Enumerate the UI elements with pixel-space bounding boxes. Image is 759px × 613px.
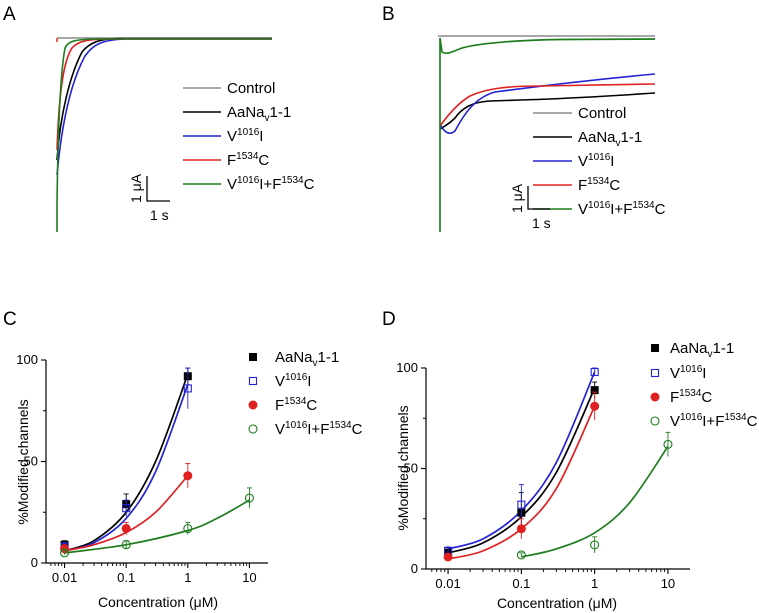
trace-b-f1534c xyxy=(439,83,656,127)
legend-d-wt-marker xyxy=(651,344,659,352)
legend-d-double: V1016I+F1534C xyxy=(670,412,758,430)
panel-c-xtick-label: 0.01 xyxy=(52,570,77,585)
trace-a-v1016i xyxy=(56,38,272,176)
panel-letter-b: B xyxy=(382,4,395,25)
trace-a-wt xyxy=(56,37,272,161)
panel-c-plot: 0 50 100 0.01 0.1 1 10 Concentration (μM) %Mod… xyxy=(15,352,268,610)
legend-c-double: V1016I+F1534C xyxy=(275,420,363,438)
legend-a-control: Control xyxy=(227,80,275,97)
panel-c-point-double xyxy=(60,548,70,558)
panel-d-xtick-label: 1 xyxy=(591,576,598,591)
panel-letter-c: C xyxy=(3,309,17,330)
panel-a-traces xyxy=(56,37,272,232)
legend-d-v1016i: V1016I xyxy=(670,364,706,382)
legend-c: AaNav1-1 V1016I F1534C V1016I+F1534C xyxy=(248,349,363,438)
panel-d-plot: 0 50 100 0.01 0.1 1 10 Concentration (μM) %Mod… xyxy=(395,360,690,611)
panel-d-ytick-label: 0 xyxy=(411,561,418,576)
panel-d-ytick-label: 100 xyxy=(396,360,418,375)
panel-d-xtick-label: 10 xyxy=(661,576,675,591)
panel-d-point-double xyxy=(516,550,526,560)
panel-c-ylabel: %Modified channels xyxy=(15,399,31,524)
legend-b-control: Control xyxy=(578,105,626,122)
scale-bar-a-lines xyxy=(146,176,170,202)
scale-bar-b-lines xyxy=(527,186,550,210)
scale-bar-a-current: 1 μA xyxy=(128,173,144,203)
panel-d-xtick-label: 0.01 xyxy=(435,576,460,591)
legend-c-v1016i-marker xyxy=(248,376,258,386)
legend-b-v1016i: V1016I xyxy=(578,152,614,170)
legend-a-wt: AaNav1-1 xyxy=(227,104,291,124)
panel-b-traces xyxy=(438,35,656,232)
legend-b-wt: AaNav1-1 xyxy=(578,129,642,149)
panel-d-xtick-label: 0.1 xyxy=(512,576,530,591)
panel-c-point-v1016i xyxy=(183,384,192,393)
panel-c-point-double xyxy=(121,540,131,550)
panel-d-point-double xyxy=(590,540,600,550)
panel-c-ytick-label: 50 xyxy=(24,454,38,469)
legend-d: AaNav1-1 V1016I F1534C V1016I+F1534C xyxy=(650,340,758,430)
panel-c-xlabel: Concentration (μM) xyxy=(98,594,218,610)
trace-a-double xyxy=(56,38,272,232)
panel-d-fits xyxy=(447,371,669,560)
panel-d-axes: 0 50 100 0.01 0.1 1 10 xyxy=(396,360,690,591)
panel-c-xtick-label: 1 xyxy=(184,570,191,585)
legend-b-f1534c: F1534C xyxy=(578,176,620,194)
legend-c-double-marker xyxy=(248,424,258,434)
panel-d-fit-double xyxy=(521,445,669,558)
panel-d-point-double xyxy=(663,439,673,449)
panel-c-point-v1016i xyxy=(122,504,131,513)
legend-d-double-marker xyxy=(650,416,660,426)
legend-c-f1534c: F1534C xyxy=(275,396,317,414)
panel-d-xlabel: Concentration (μM) xyxy=(497,595,617,611)
panel-c-fits xyxy=(64,373,250,554)
panel-c-point-double xyxy=(244,493,254,503)
trace-b-v1016i xyxy=(439,73,656,134)
legend-d-wt: AaNav1-1 xyxy=(670,340,734,360)
scale-bar-a: 1 μA 1 s xyxy=(128,173,170,223)
legend-c-f1534c-marker xyxy=(248,400,258,410)
trace-b-wt xyxy=(439,92,656,130)
panel-d-ytick-label: 50 xyxy=(404,461,418,476)
legend-c-v1016i: V1016I xyxy=(275,372,311,390)
panel-c-xtick-label: 10 xyxy=(242,570,256,585)
panel-c-point-f1534c xyxy=(183,471,193,481)
scale-bar-b: 1 μA 1 s xyxy=(509,183,551,231)
panel-d-point-v1016i xyxy=(590,367,599,377)
legend-d-f1534c-marker xyxy=(650,392,660,402)
scale-bar-b-current: 1 μA xyxy=(509,183,525,213)
legend-b-double: V1016I+F1534C xyxy=(578,200,666,218)
panel-d-marks xyxy=(443,367,673,562)
panel-letter-a: A xyxy=(3,4,16,25)
panel-c-axes: 0 50 100 0.01 0.1 1 10 xyxy=(16,352,268,585)
legend-d-v1016i-marker xyxy=(650,368,660,378)
panel-d-point-v1016i xyxy=(517,500,526,509)
panel-c-point-f1534c xyxy=(121,523,131,533)
panel-d-point-wt xyxy=(590,386,599,395)
panel-d-ylabel: %Modified channels xyxy=(395,405,411,530)
legend-c-wt-marker xyxy=(249,353,257,361)
panel-d-point-f1534c xyxy=(590,401,600,411)
legend-a-double: V1016I+F1534C xyxy=(227,175,315,193)
legend-d-f1534c: F1534C xyxy=(670,388,712,406)
panel-c-marks xyxy=(60,367,254,558)
scale-bar-a-time: 1 s xyxy=(150,207,169,223)
legend-a-v1016i: V1016I xyxy=(227,127,263,145)
legend-a: Control AaNav1-1 V1016I F1534C V1016I+F1… xyxy=(183,80,315,193)
panel-letter-d: D xyxy=(382,309,396,330)
legend-c-wt: AaNav1-1 xyxy=(275,349,339,369)
panel-d-point-f1534c xyxy=(516,524,526,534)
legend-b: Control AaNav1-1 V1016I F1534C V1016I+F1… xyxy=(533,105,666,218)
panel-d-point-f1534c xyxy=(443,552,453,562)
panel-c-point-double xyxy=(183,523,193,534)
legend-a-f1534c: F1534C xyxy=(227,151,269,169)
panel-c-ytick-label: 0 xyxy=(31,555,38,570)
panel-c-xtick-label: 0.1 xyxy=(117,570,135,585)
scale-bar-b-time: 1 s xyxy=(532,215,551,231)
trace-b-double xyxy=(439,37,656,232)
panel-c-ytick-label: 100 xyxy=(16,352,38,367)
